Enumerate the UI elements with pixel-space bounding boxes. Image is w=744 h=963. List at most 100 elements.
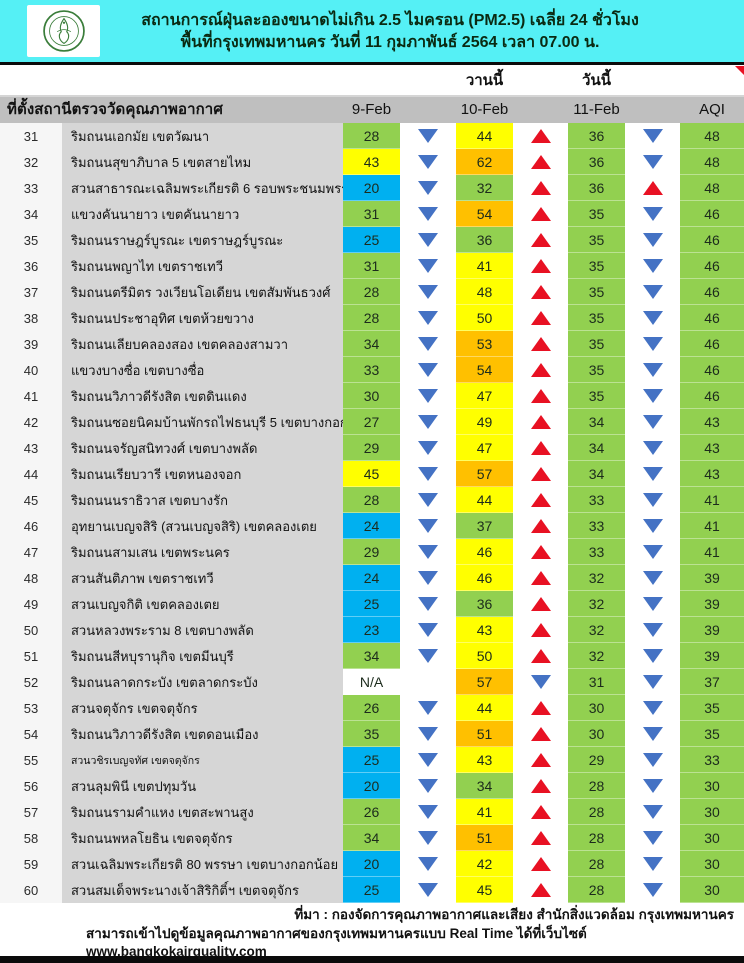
pm25-10feb-cell: 51 [456,825,513,851]
row-number: 51 [0,643,62,669]
table-row: 48 สวนสันติภาพ เขตราชเทวี 24 46 32 39 [0,565,744,591]
aqi-cell: 46 [680,227,744,253]
trend-down-arrow-icon [625,253,680,279]
table-row: 60 สวนสมเด็จพระนางเจ้าสิริกิติ์ฯ เขตจตุจ… [0,877,744,903]
pm25-11feb-cell: 30 [568,721,625,747]
trend-down-arrow-icon [625,799,680,825]
station-name: สวนวชิรเบญจทัศ เขตจตุจักร [62,747,343,773]
pm25-11feb-cell: 34 [568,409,625,435]
pm25-9feb-cell: 20 [343,851,400,877]
spacer [625,95,680,123]
station-name: ริมถนนเอกมัย เขตวัฒนา [62,123,343,149]
trend-down-arrow-icon [400,591,456,617]
table-row: 34 แขวงคันนายาว เขตคันนายาว 31 54 35 46 [0,201,744,227]
website-note: สามารถเข้าไปดูข้อมูลคุณภาพอากาศของกรุงเท… [86,926,587,959]
table-body: 31 ริมถนนเอกมัย เขตวัฒนา 28 44 36 48 32 … [0,123,744,903]
station-name: สวนสาธารณะเฉลิมพระเกียรติ 6 รอบพระชนมพรร… [62,175,343,201]
aqi-cell: 30 [680,773,744,799]
source-note: ที่มา : กองจัดการคุณภาพอากาศและเสียง สำน… [294,907,734,922]
aqi-cell: 37 [680,669,744,695]
table-row: 54 ริมถนนวิภาวดีรังสิต เขตดอนเมือง 35 51… [0,721,744,747]
page-title-block: สถานการณ์ฝุ่นละอองขนาดไม่เกิน 2.5 ไมครอน… [0,0,744,62]
table-row: 35 ริมถนนราษฎร์บูรณะ เขตราษฎร์บูรณะ 25 3… [0,227,744,253]
row-number: 55 [0,747,62,773]
pm25-11feb-cell: 36 [568,175,625,201]
table-row: 42 ริมถนนซอยนิคมบ้านพักรถไฟธนบุรี 5 เขตบ… [0,409,744,435]
pm25-10feb-cell: 32 [456,175,513,201]
pm25-11feb-cell: 36 [568,123,625,149]
pm25-10feb-cell: 57 [456,461,513,487]
trend-down-arrow-icon [400,227,456,253]
trend-down-arrow-icon [625,201,680,227]
trend-down-arrow-icon [625,435,680,461]
aqi-cell: 46 [680,383,744,409]
pm25-10feb-cell: 44 [456,695,513,721]
trend-down-arrow-icon [625,279,680,305]
pm25-10feb-cell: 53 [456,331,513,357]
pm25-11feb-cell: 33 [568,539,625,565]
table-row: 49 สวนเบญจกิติ เขตคลองเตย 25 36 32 39 [0,591,744,617]
trend-down-arrow-icon [400,773,456,799]
pm25-11feb-cell: 31 [568,669,625,695]
station-name: สวนลุมพินี เขตปทุมวัน [62,773,343,799]
station-name: ริมถนนพหลโยธิน เขตจตุจักร [62,825,343,851]
station-name: ริมถนนประชาอุทิศ เขตห้วยขวาง [62,305,343,331]
trend-down-arrow-icon [400,175,456,201]
row-number: 46 [0,513,62,539]
trend-down-arrow-icon [400,851,456,877]
row-number: 42 [0,409,62,435]
row-number: 47 [0,539,62,565]
pm25-9feb-cell: 33 [343,357,400,383]
trend-up-arrow-icon [513,721,568,747]
pm25-9feb-cell: 24 [343,565,400,591]
aqi-cell: 41 [680,487,744,513]
table-row: 51 ริมถนนสีหบุรานุกิจ เขตมีนบุรี 34 50 3… [0,643,744,669]
aqi-cell: 39 [680,643,744,669]
trend-down-arrow-icon [625,747,680,773]
trend-down-arrow-icon [625,825,680,851]
trend-up-arrow-icon [513,513,568,539]
trend-down-arrow-icon [400,279,456,305]
pm25-9feb-cell: N/A [343,669,400,695]
station-name: สวนจตุจักร เขตจตุจักร [62,695,343,721]
row-number: 31 [0,123,62,149]
station-name: แขวงบางซื่อ เขตบางซื่อ [62,357,343,383]
station-name: ริมถนนรามคำแหง เขตสะพานสูง [62,799,343,825]
station-name: ริมถนนลาดกระบัง เขตลาดกระบัง [62,669,343,695]
pm25-9feb-cell: 29 [343,435,400,461]
trend-down-arrow-icon [400,539,456,565]
pm25-10feb-cell: 43 [456,747,513,773]
today-label: วันนี้ [582,72,611,89]
row-number: 40 [0,357,62,383]
table-row: 59 สวนเฉลิมพระเกียรติ 80 พรรษา เขตบางกอก… [0,851,744,877]
trend-up-arrow-icon [513,201,568,227]
pm25-9feb-cell: 25 [343,877,400,903]
table-row: 45 ริมถนนนราธิวาส เขตบางรัก 28 44 33 41 [0,487,744,513]
trend-down-arrow-icon [625,331,680,357]
aqi-cell: 35 [680,721,744,747]
pm25-10feb-cell: 50 [456,305,513,331]
trend-up-arrow-icon [513,175,568,201]
aqi-cell: 30 [680,799,744,825]
pm25-9feb-cell: 28 [343,279,400,305]
trend-down-arrow-icon [400,253,456,279]
spacer [513,95,568,123]
aqi-cell: 39 [680,591,744,617]
table-row: 40 แขวงบางซื่อ เขตบางซื่อ 33 54 35 46 [0,357,744,383]
trend-up-arrow-icon [625,175,680,201]
aqi-cell: 46 [680,201,744,227]
trend-up-arrow-icon [513,409,568,435]
trend-down-arrow-icon [625,695,680,721]
station-column-header: ที่ตั้งสถานีตรวจวัดคุณภาพอากาศ [7,101,223,118]
pm25-11feb-cell: 34 [568,461,625,487]
page-title: สถานการณ์ฝุ่นละอองขนาดไม่เกิน 2.5 ไมครอน… [141,11,639,29]
row-number: 50 [0,617,62,643]
table-row: 43 ริมถนนจรัญสนิทวงศ์ เขตบางพลัด 29 47 3… [0,435,744,461]
station-name: ริมถนนนราธิวาส เขตบางรัก [62,487,343,513]
trend-down-arrow-icon [625,123,680,149]
row-number: 32 [0,149,62,175]
station-name: ริมถนนสามเสน เขตพระนคร [62,539,343,565]
pm25-11feb-cell: 35 [568,305,625,331]
pm25-10feb-cell: 57 [456,669,513,695]
pm25-9feb-cell: 31 [343,201,400,227]
